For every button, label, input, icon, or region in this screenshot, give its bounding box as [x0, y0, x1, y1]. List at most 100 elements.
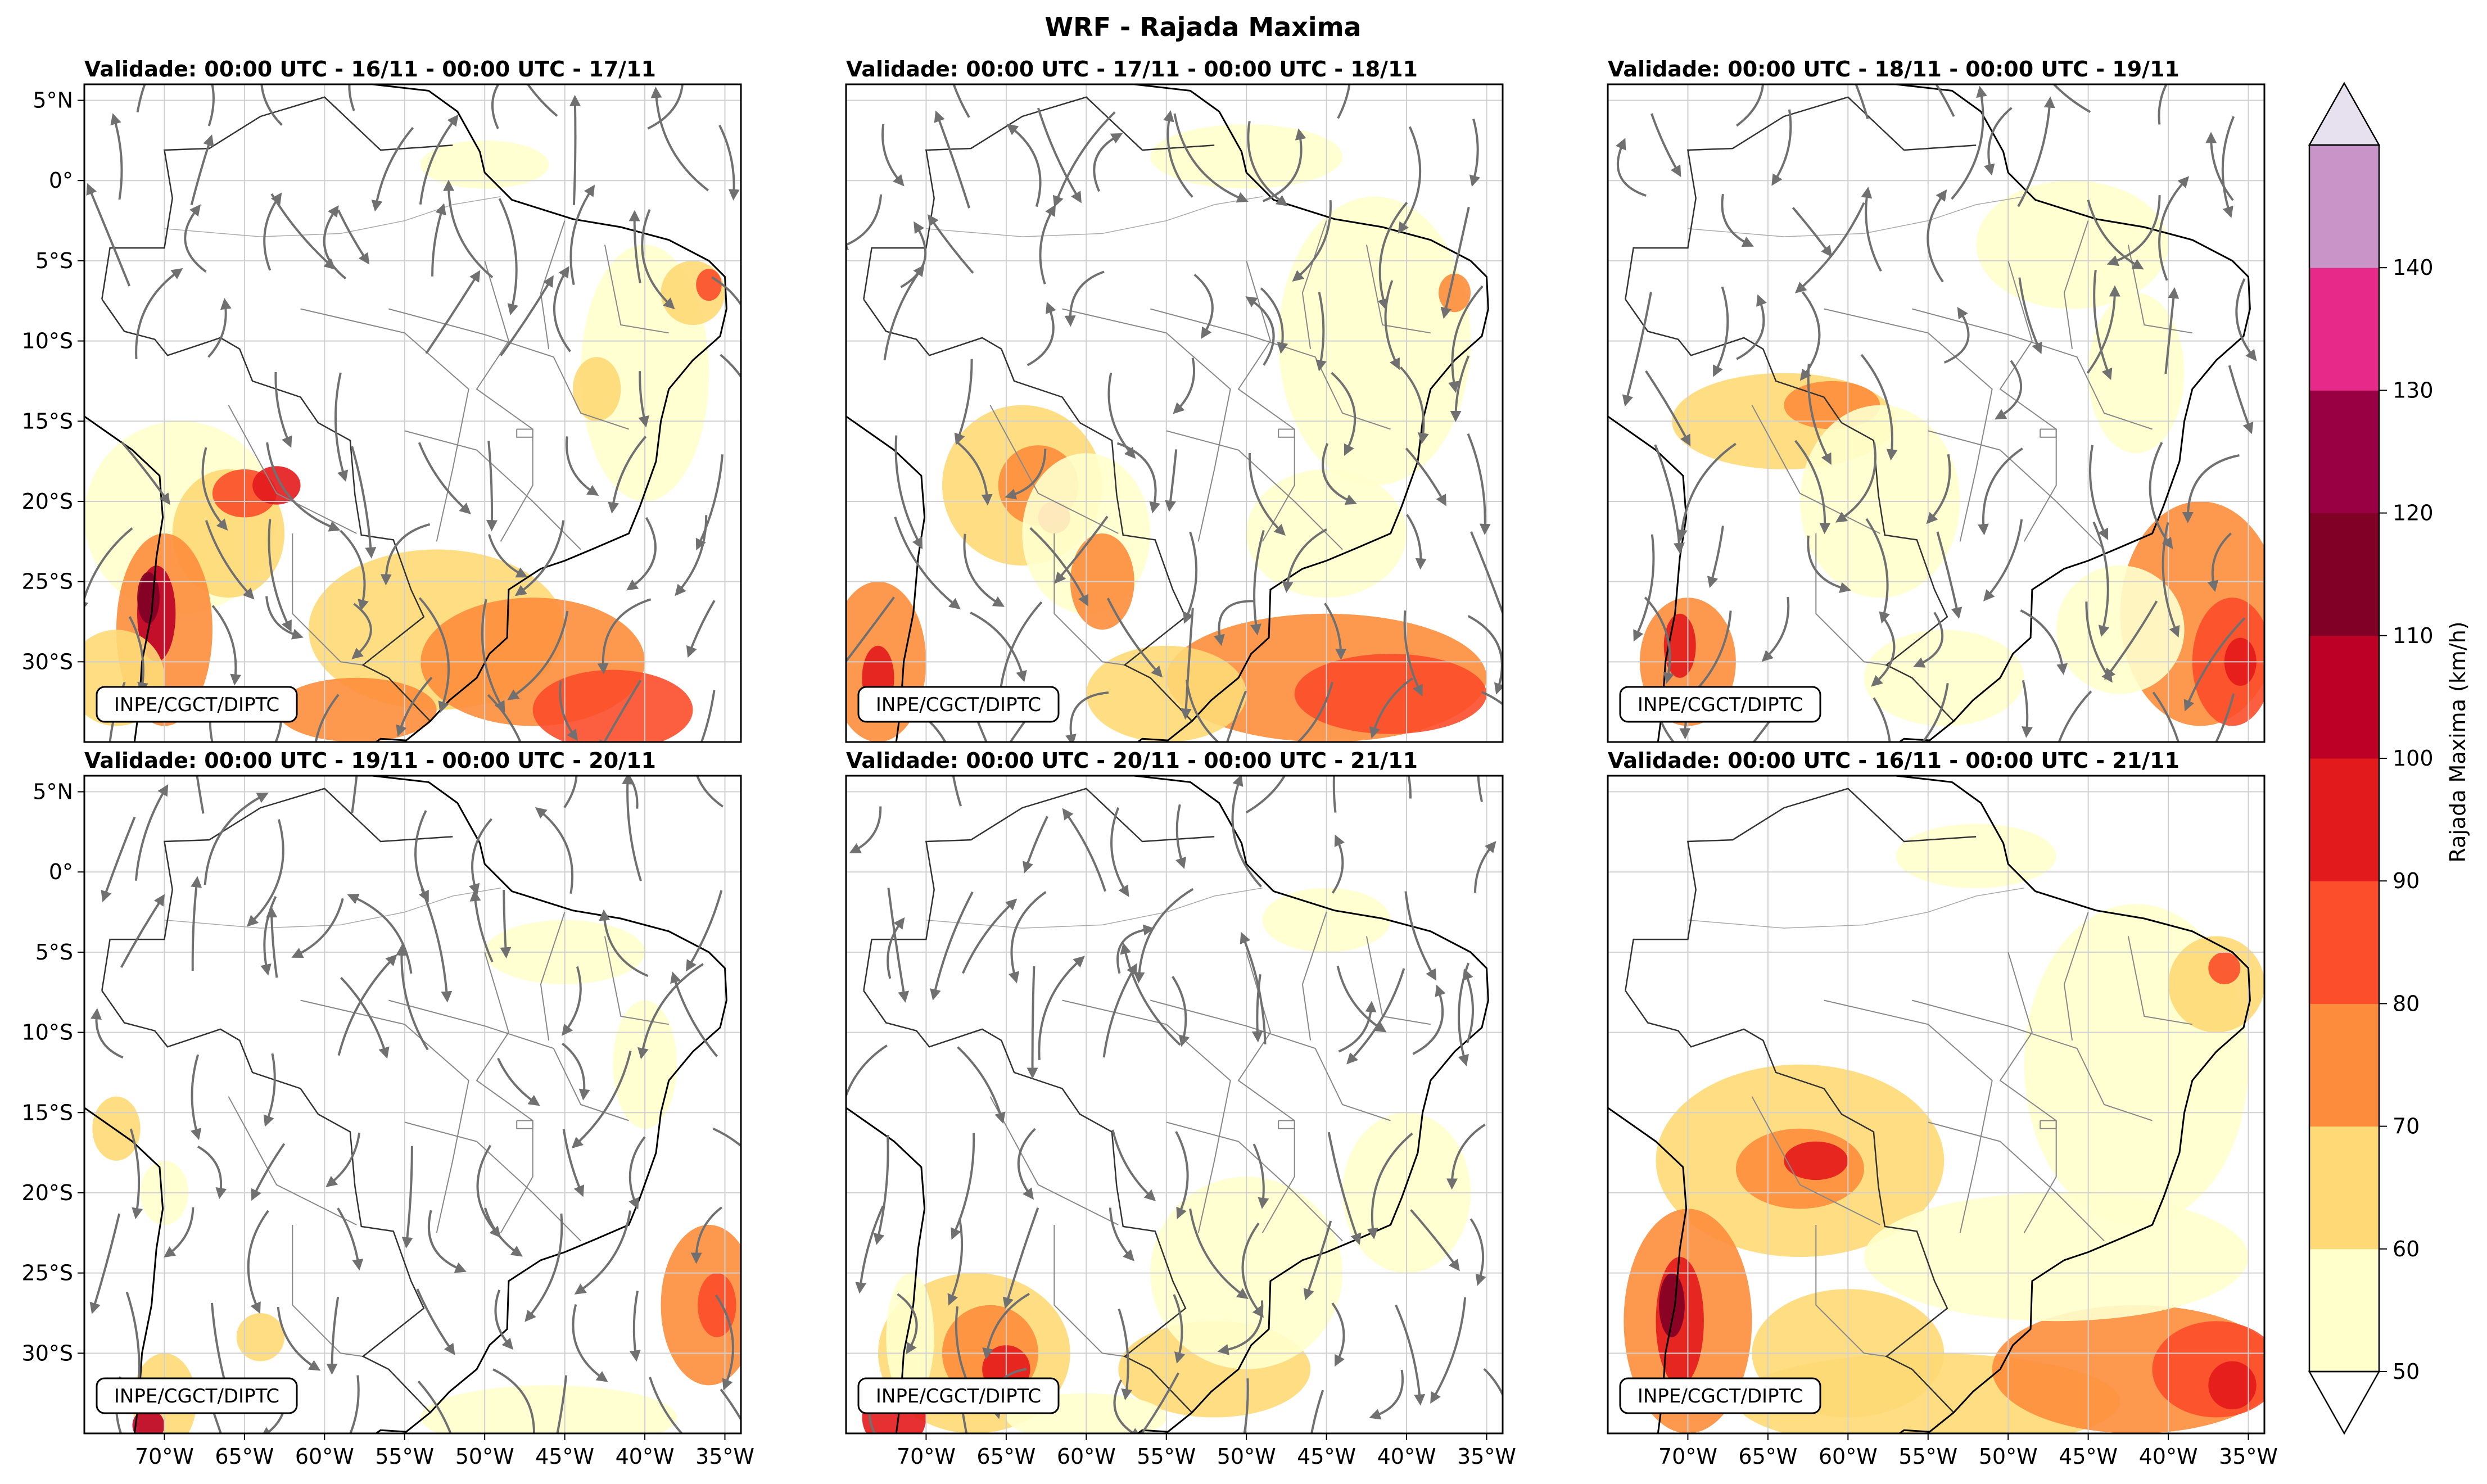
lon-tick-label: 40°W — [616, 1444, 675, 1469]
country-border — [101, 990, 431, 1413]
state-border — [604, 245, 669, 334]
streamline — [2021, 680, 2033, 738]
gust-area — [1784, 1141, 1848, 1180]
streamline — [1794, 440, 1831, 535]
streamline — [1405, 447, 1446, 506]
streamline — [597, 598, 652, 675]
streamline — [1331, 372, 1356, 456]
streamline — [1483, 1368, 1503, 1397]
streamline — [1245, 296, 1275, 366]
streamline — [1189, 1208, 1249, 1300]
streamline — [1118, 1308, 1133, 1401]
gust-area — [1439, 273, 1471, 313]
streamline — [326, 1296, 340, 1375]
gust-area — [1896, 824, 2056, 888]
streamline — [599, 909, 649, 978]
streamline — [129, 1128, 143, 1219]
streamline — [1111, 1129, 1156, 1201]
credit-label: INPE/CGCT/DIPTC — [1638, 694, 1803, 716]
streamline — [1054, 515, 1109, 584]
gust-area — [886, 1273, 934, 1401]
state-border — [540, 912, 566, 1041]
colorbar-segment — [2309, 390, 2379, 514]
streamline — [2087, 200, 2144, 270]
streamline — [263, 192, 282, 271]
streamline — [1214, 600, 1254, 646]
streamline — [1052, 111, 1116, 207]
streamline — [500, 275, 554, 356]
streamline — [718, 124, 740, 201]
streamline — [1713, 286, 1729, 377]
lon-tick-label: 35°W — [1457, 1444, 1516, 1469]
state-border — [1928, 430, 2105, 550]
lat-tick-label: 25°S — [22, 1261, 73, 1286]
streamline — [314, 694, 340, 742]
streamline — [553, 266, 571, 352]
streamline — [952, 776, 962, 807]
streamline — [1395, 1304, 1426, 1406]
streamline — [951, 1133, 975, 1240]
streamline — [1448, 285, 1484, 393]
streamline — [930, 891, 974, 1001]
streamline — [1193, 273, 1214, 339]
streamline — [927, 214, 974, 274]
streamline — [1369, 1369, 1404, 1420]
streamline — [1331, 834, 1345, 894]
streamline — [638, 371, 649, 428]
state-border — [516, 428, 533, 438]
streamline — [2221, 116, 2235, 218]
coastline — [371, 84, 727, 742]
streamline — [1113, 1379, 1142, 1433]
streamline — [337, 954, 397, 1056]
state-border — [1278, 1120, 1295, 1129]
streamline — [1008, 891, 1047, 984]
streamline — [507, 610, 569, 700]
streamline — [1622, 292, 1652, 407]
map-content — [846, 84, 1503, 742]
state-border — [1301, 220, 1327, 350]
streamline — [1252, 1143, 1269, 1209]
streamline — [351, 603, 372, 659]
streamline — [2205, 132, 2234, 201]
colorbar-tick-label: 140 — [2393, 255, 2434, 280]
streamline — [247, 1210, 269, 1314]
streamline — [136, 84, 146, 113]
state-border — [1912, 999, 2153, 1121]
streamline — [418, 597, 450, 713]
streamline — [1245, 776, 1286, 814]
state-border — [1053, 533, 1125, 666]
streamline — [2104, 600, 2158, 680]
streamline — [2106, 195, 2161, 266]
streamline — [190, 134, 214, 206]
streamline — [1185, 679, 1220, 742]
streamline — [1039, 204, 1056, 284]
streamline — [637, 963, 704, 1060]
map-frame — [1607, 775, 2266, 1435]
lon-tick-label: 50°W — [455, 1444, 514, 1469]
streamline — [1029, 527, 1088, 607]
credit-badge — [1619, 1377, 1821, 1414]
streamline — [110, 113, 123, 200]
streamline — [260, 896, 277, 976]
figure-title: WRF - Rajada Maxima — [1044, 12, 1361, 42]
streamline — [101, 816, 136, 903]
map-frame — [83, 775, 742, 1435]
streamline — [2149, 442, 2173, 549]
streamline — [197, 1145, 227, 1200]
streamline — [1240, 931, 1267, 1044]
streamline — [1477, 776, 1483, 802]
lat-tick-label: 0° — [49, 168, 73, 193]
map-panel: Validade: 00:00 UTC - 17/11 - 00:00 UTC … — [845, 57, 1504, 743]
streamline — [348, 84, 355, 111]
streamline — [164, 1207, 195, 1258]
streamline — [1296, 681, 1333, 742]
streamline — [1332, 776, 1337, 813]
streamline — [1173, 1294, 1186, 1364]
state-border — [476, 952, 533, 1233]
streamline — [135, 268, 183, 359]
streamline — [2158, 176, 2190, 281]
streamline — [846, 596, 896, 663]
streamline — [207, 298, 232, 358]
streamline — [1093, 133, 1123, 192]
map-frame — [845, 775, 1504, 1435]
